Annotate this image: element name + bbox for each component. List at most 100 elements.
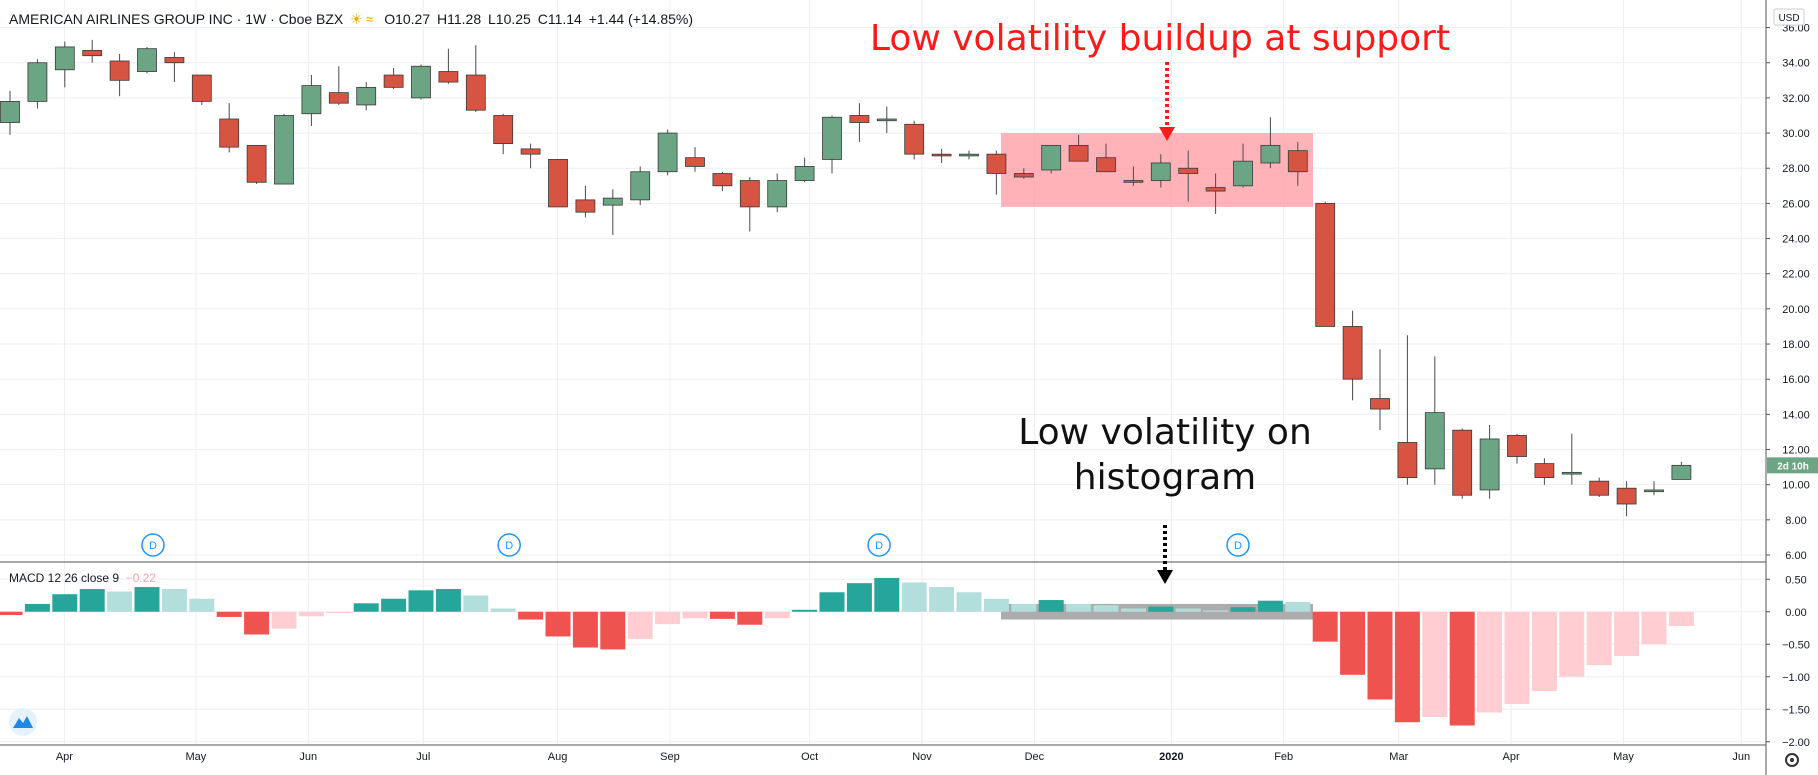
ohlc-change: +1.44 (+14.85%) — [588, 11, 694, 27]
price-axis-label: 12.00 — [1782, 445, 1810, 457]
price-axis-label: 28.00 — [1782, 163, 1810, 175]
candle — [328, 92, 349, 104]
candle — [1233, 160, 1253, 187]
macd-histogram-bar — [1120, 608, 1146, 612]
candle — [630, 171, 651, 201]
macd-histogram-bar — [1422, 611, 1448, 718]
histogram-annotation-line2: histogram — [1073, 457, 1257, 498]
macd-histogram-bar — [463, 595, 489, 612]
macd-histogram-bar — [655, 611, 681, 625]
candle — [301, 85, 322, 115]
x-tick-label: Jul — [416, 751, 430, 763]
macd-histogram-bar — [24, 603, 50, 612]
macd-histogram-bar — [819, 592, 845, 612]
settings-gear-center — [1790, 758, 1794, 762]
symbol-title[interactable]: AMERICAN AIRLINES GROUP INC · 1W · Cboe … — [9, 11, 344, 27]
macd-histogram-bar — [1449, 611, 1475, 726]
candle — [822, 116, 842, 160]
price-axis-label: 14.00 — [1782, 409, 1810, 421]
macd-histogram-bar — [792, 609, 818, 612]
candle — [794, 166, 815, 181]
macd-histogram-bar — [1257, 600, 1283, 612]
ohlc-close: C11.14 — [537, 11, 582, 27]
last-price-badge — [1767, 457, 1818, 474]
macd-histogram-bar — [1285, 602, 1311, 612]
candle — [246, 144, 267, 183]
dividend-marker[interactable] — [867, 533, 891, 557]
dividend-marker[interactable] — [497, 533, 521, 557]
candle — [27, 62, 48, 102]
macd-histogram-bar — [1504, 611, 1530, 705]
macd-label[interactable]: MACD 12 26 close 9 — [9, 571, 120, 585]
macd-histogram-bar — [189, 598, 215, 612]
macd-histogram-bar — [1066, 603, 1092, 612]
dividend-marker[interactable] — [141, 533, 165, 557]
macd-axis-label: −1.50 — [1782, 704, 1810, 716]
macd-histogram-bar — [1641, 611, 1667, 645]
x-tick-label: Feb — [1274, 751, 1293, 763]
price-axis-label: 18.00 — [1782, 339, 1810, 351]
candle — [575, 199, 596, 213]
histogram-annotation-arrow-head — [1157, 570, 1173, 584]
candle — [1644, 489, 1664, 493]
macd-histogram-bar — [545, 611, 571, 637]
candle — [274, 115, 294, 185]
x-tick-label: May — [1613, 751, 1634, 763]
candle — [1452, 429, 1473, 496]
macd-histogram-bar — [353, 603, 379, 612]
candle — [657, 132, 678, 173]
macd-histogram-bar — [0, 611, 23, 615]
candle — [739, 180, 760, 208]
macd-histogram-bar — [326, 611, 352, 614]
x-tick-label: Apr — [1503, 751, 1520, 763]
histogram-annotation-line1: Low volatility on — [1018, 412, 1312, 453]
candle — [1370, 398, 1390, 410]
macd-histogram-bar — [627, 611, 653, 640]
macd-histogram-bar — [244, 611, 270, 635]
macd-histogram-bar — [1312, 611, 1338, 642]
candle — [1096, 157, 1116, 173]
tradingview-logo-icon[interactable] — [9, 708, 37, 736]
price-axis-label: 34.00 — [1782, 58, 1810, 70]
dividend-marker-label: D — [149, 540, 157, 552]
macd-histogram-bar — [682, 611, 708, 619]
market-status-icon: ☀ — [350, 11, 363, 27]
x-tick-label: 2020 — [1159, 751, 1183, 763]
ohlc-open: O10.27 — [384, 11, 431, 27]
x-tick-label: Jun — [1732, 751, 1750, 763]
candle — [465, 74, 486, 111]
candle — [493, 115, 514, 145]
macd-histogram-bar — [764, 611, 790, 619]
candle — [1534, 463, 1555, 479]
dividend-marker[interactable] — [1226, 533, 1250, 557]
price-axis-label: 32.00 — [1782, 93, 1810, 105]
macd-histogram-bar — [435, 589, 461, 612]
candle — [904, 123, 925, 155]
macd-histogram-bar — [79, 589, 105, 612]
x-tick-label: May — [186, 751, 207, 763]
candle — [1178, 167, 1199, 174]
macd-histogram-bar — [1175, 608, 1201, 612]
histogram-annotation: Low volatility on histogram — [965, 410, 1365, 500]
candle — [0, 101, 20, 123]
macd-histogram-bar — [1614, 611, 1640, 656]
macd-histogram-bar — [929, 587, 955, 612]
candle — [602, 197, 623, 206]
candle — [548, 159, 568, 208]
dividend-marker-label: D — [1234, 540, 1242, 552]
macd-histogram-bar — [271, 611, 297, 629]
candle — [356, 86, 377, 106]
candle — [1671, 464, 1692, 480]
x-tick-label: Nov — [912, 751, 932, 763]
currency-box[interactable] — [1773, 8, 1805, 26]
candle — [1561, 471, 1582, 475]
candle — [1342, 326, 1363, 380]
price-axis-label: 10.00 — [1782, 480, 1810, 492]
x-tick-label: Dec — [1025, 751, 1045, 763]
macd-histogram-bar — [1477, 611, 1503, 713]
settings-gear-icon[interactable] — [1785, 753, 1799, 767]
macd-histogram-bar — [161, 589, 187, 612]
macd-histogram-bar — [216, 611, 242, 617]
price-axis-label: 16.00 — [1782, 374, 1810, 386]
candle — [986, 153, 1007, 174]
